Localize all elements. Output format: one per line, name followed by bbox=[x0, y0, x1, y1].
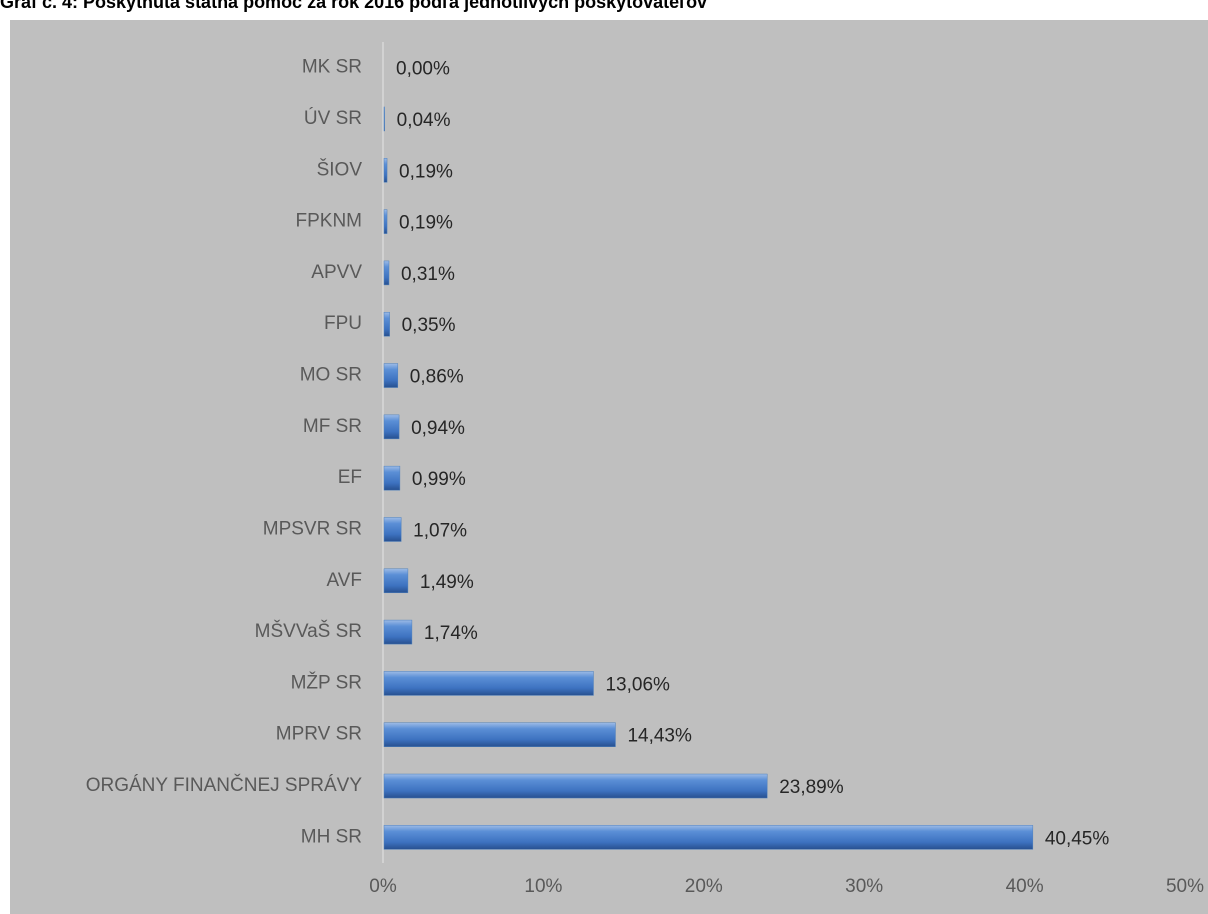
x-tick-label: 0% bbox=[369, 876, 397, 897]
data-label: 0,86% bbox=[410, 367, 464, 388]
y-tick-label: MPRV SR bbox=[276, 724, 362, 745]
bar bbox=[383, 106, 385, 132]
bar bbox=[383, 825, 1034, 850]
bar bbox=[383, 465, 401, 491]
bar bbox=[383, 260, 390, 286]
x-tick-label: 50% bbox=[1166, 876, 1204, 897]
bar bbox=[383, 722, 616, 747]
data-label: 0,94% bbox=[411, 418, 465, 439]
y-tick-label: MPSVR SR bbox=[263, 518, 362, 539]
chart-title: Graf č. 4: Poskytnutá štátna pomoc za ro… bbox=[0, 0, 707, 12]
bar bbox=[383, 671, 594, 696]
bar bbox=[383, 568, 409, 594]
data-label: 1,49% bbox=[420, 572, 474, 593]
y-tick-label: ŠIOV bbox=[317, 158, 363, 180]
data-label: 0,99% bbox=[412, 469, 466, 490]
y-tick-label: MF SR bbox=[303, 416, 362, 437]
data-label: 0,35% bbox=[402, 315, 456, 336]
data-label: 23,89% bbox=[779, 777, 844, 798]
x-tick-label: 40% bbox=[1006, 876, 1044, 897]
bar bbox=[383, 619, 413, 645]
x-tick-label: 30% bbox=[845, 876, 883, 897]
y-tick-label: ÚV SR bbox=[304, 107, 362, 129]
data-label: 0,00% bbox=[396, 59, 450, 80]
data-label: 14,43% bbox=[627, 726, 692, 747]
data-label: 0,31% bbox=[401, 264, 455, 285]
data-label: 0,19% bbox=[399, 213, 453, 234]
y-tick-label: APVV bbox=[311, 262, 362, 283]
y-tick-label: ORGÁNY FINANČNEJ SPRÁVY bbox=[86, 774, 363, 796]
data-label: 0,04% bbox=[397, 110, 451, 131]
bar bbox=[383, 209, 388, 234]
data-label: 1,07% bbox=[413, 520, 467, 541]
y-tick-label: MO SR bbox=[300, 365, 362, 386]
y-tick-label: MŽP SR bbox=[291, 671, 362, 693]
y-tick-label: FPU bbox=[324, 313, 362, 334]
y-tick-label: FPKNM bbox=[296, 211, 363, 232]
plot-background bbox=[10, 20, 1208, 914]
y-tick-label: MH SR bbox=[301, 826, 362, 847]
y-tick-label: AVF bbox=[326, 570, 362, 591]
bar bbox=[383, 158, 388, 183]
bar bbox=[383, 517, 402, 542]
data-label: 13,06% bbox=[605, 674, 670, 695]
bar bbox=[383, 773, 768, 799]
data-label: 0,19% bbox=[399, 161, 453, 182]
bar bbox=[383, 414, 400, 440]
bar bbox=[383, 363, 399, 388]
x-tick-label: 10% bbox=[524, 876, 562, 897]
y-tick-label: MŠVVaŠ SR bbox=[255, 620, 362, 642]
y-tick-label: EF bbox=[338, 467, 362, 488]
x-tick-label: 20% bbox=[685, 876, 723, 897]
data-label: 40,45% bbox=[1045, 828, 1110, 849]
bar bbox=[383, 311, 390, 337]
data-label: 1,74% bbox=[424, 623, 478, 644]
y-tick-label: MK SR bbox=[302, 57, 362, 78]
